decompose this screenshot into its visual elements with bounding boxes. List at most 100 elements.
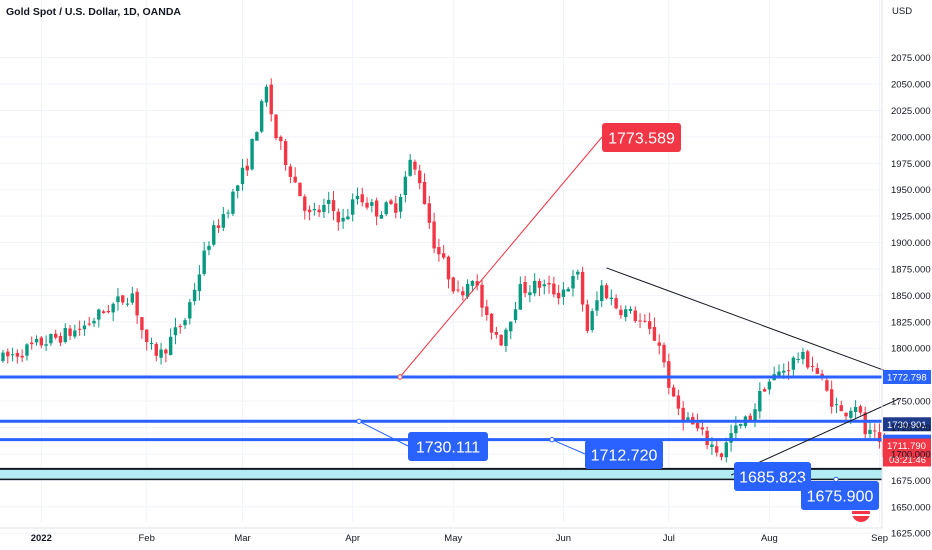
candle-body — [135, 291, 139, 316]
candle-body — [863, 412, 867, 435]
candle-body — [719, 453, 724, 458]
x-tick-label: Feb — [139, 533, 155, 544]
candle-body — [370, 202, 374, 206]
candle-body — [542, 284, 546, 287]
y-tick-label: 1925.000 — [891, 212, 931, 223]
candle-body — [240, 167, 245, 185]
candle-body — [49, 333, 53, 344]
candle-body — [236, 185, 240, 192]
y-tick-label: 1675.000 — [891, 476, 931, 487]
candle-body — [681, 407, 685, 422]
callout-1773-leader — [399, 136, 603, 378]
candle-body — [791, 357, 796, 370]
candle-body — [293, 176, 297, 183]
candle-body — [331, 200, 336, 212]
candle-body — [192, 289, 197, 302]
candle-body — [384, 202, 388, 215]
candle-body — [97, 309, 101, 320]
candle-body — [523, 281, 527, 294]
candle-body — [671, 387, 676, 397]
candle-body — [350, 199, 355, 215]
candle-body — [844, 412, 848, 417]
candle-body — [628, 308, 633, 311]
candle-body — [336, 211, 340, 223]
candle-body — [441, 253, 446, 258]
candle-body — [178, 326, 182, 328]
candle-body — [446, 256, 451, 280]
candle-body — [231, 191, 235, 214]
candle-body — [815, 368, 819, 374]
candle-body — [528, 292, 532, 296]
candle-body — [312, 209, 317, 211]
candle-body — [633, 310, 637, 321]
candle-body — [327, 199, 331, 204]
candle-body — [624, 309, 628, 317]
support-zone — [0, 468, 882, 480]
y-tick-label: 1975.000 — [891, 159, 931, 170]
x-tick-label: Sep — [871, 533, 888, 544]
candle-body — [63, 328, 67, 342]
price-tag-1730: 1730.901 — [887, 420, 927, 431]
candle-body — [34, 338, 39, 343]
candle-body — [408, 159, 412, 176]
candle-body — [561, 289, 566, 297]
candle-body — [30, 342, 34, 345]
candle-body — [360, 194, 364, 203]
candle-body — [125, 303, 130, 305]
candles-layer — [1, 78, 896, 465]
candle-body — [868, 429, 872, 435]
candle-body — [116, 296, 120, 303]
candle-body — [159, 349, 163, 358]
candle-body — [77, 328, 82, 330]
countdown-label: 03:21:46 — [889, 455, 926, 466]
price-tag-1772-bg — [883, 369, 931, 384]
candle-body — [700, 427, 705, 430]
candle-body — [164, 349, 168, 354]
candle-body — [552, 283, 556, 295]
candle-body — [303, 196, 307, 211]
candle-body — [489, 313, 494, 333]
candle-body — [418, 170, 422, 184]
candle-body — [422, 181, 427, 205]
candle-body — [111, 303, 115, 313]
x-tick-label: Aug — [761, 533, 778, 544]
candle-body — [106, 310, 111, 313]
y-tick-label: 2050.000 — [891, 80, 931, 91]
candle-body — [470, 281, 475, 286]
candle-body — [212, 225, 216, 245]
candle-body — [614, 298, 618, 309]
candle-body — [149, 343, 154, 345]
candle-body — [494, 332, 499, 335]
chart-title: Gold Spot / U.S. Dollar, 1D, OANDA — [6, 6, 182, 18]
candle-body — [753, 409, 757, 420]
candle-body — [140, 317, 144, 331]
callout-1712-label: 1712.720 — [591, 448, 658, 465]
candle-body — [298, 182, 302, 197]
candle-body — [173, 327, 178, 336]
callout-1773-anchor — [397, 374, 403, 380]
candle-body — [44, 344, 48, 346]
candle-body — [82, 325, 87, 330]
x-tick-label: Jun — [556, 533, 571, 544]
candle-body — [853, 406, 858, 412]
candle-body — [858, 406, 863, 413]
candle-body — [643, 320, 647, 322]
candle-body — [121, 295, 125, 303]
candle-body — [465, 283, 470, 297]
candle-body — [403, 176, 408, 196]
candle-body — [839, 405, 843, 412]
candle-body — [15, 352, 20, 357]
candle-body — [437, 247, 441, 255]
callout-1730-leader — [358, 420, 409, 447]
candle-body — [873, 430, 877, 432]
candle-body — [705, 430, 709, 446]
candle-body — [346, 216, 350, 220]
candle-body — [461, 291, 465, 296]
callout-1730-label: 1730.111 — [416, 440, 480, 457]
candle-body — [145, 329, 149, 343]
candle-body — [307, 209, 312, 213]
callout-1712-box — [585, 440, 663, 469]
